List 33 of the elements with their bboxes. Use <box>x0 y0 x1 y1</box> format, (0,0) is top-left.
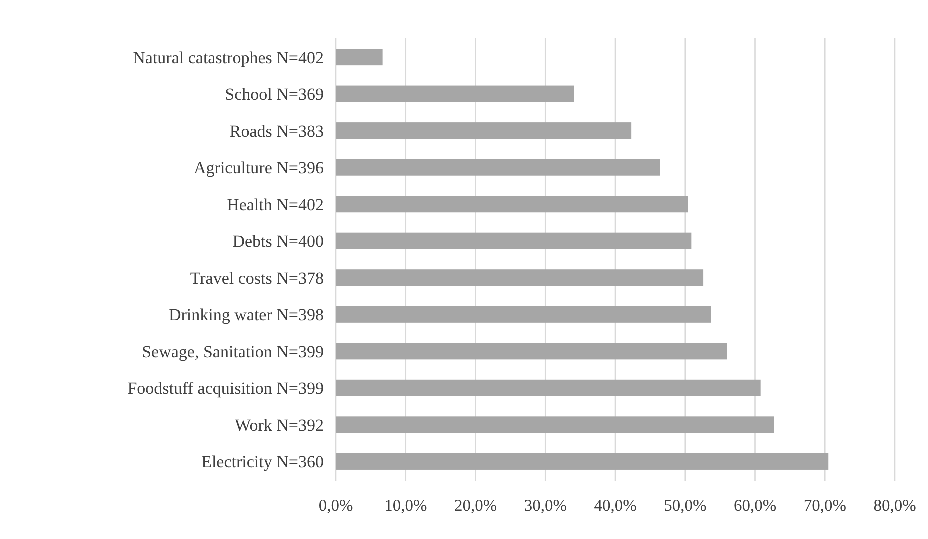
y-tick-label: Agriculture N=396 <box>194 158 324 178</box>
y-tick-label: Foodstuff acquisition N=399 <box>128 379 324 398</box>
bar <box>336 159 660 176</box>
bar <box>336 306 712 323</box>
y-tick-label: Health N=402 <box>227 195 324 214</box>
x-tick-label: 70,0% <box>804 496 847 515</box>
bar <box>336 343 728 360</box>
bar <box>336 122 632 140</box>
y-tick-label: Sewage, Sanitation N=399 <box>142 342 324 362</box>
x-tick-label: 40,0% <box>594 496 638 515</box>
y-tick-label: School N=369 <box>225 85 324 104</box>
y-tick-label: Electricity N=360 <box>202 452 324 472</box>
bar <box>336 196 688 213</box>
x-tick-label: 80,0% <box>874 496 917 515</box>
bar <box>336 380 761 396</box>
bar <box>336 49 383 66</box>
y-tick-label: Travel costs N=378 <box>190 268 324 288</box>
x-tick-label: 50,0% <box>664 496 707 515</box>
bar <box>336 270 704 286</box>
x-tick-label: 0,0% <box>318 496 354 515</box>
y-tick-label: Debts N=400 <box>232 232 324 252</box>
bar <box>336 86 574 102</box>
x-tick-label: 20,0% <box>454 496 498 515</box>
y-tick-label: Roads N=383 <box>230 122 324 141</box>
y-tick-label: Natural catastrophes N=402 <box>133 48 324 68</box>
y-tick-label: Work N=392 <box>235 416 324 435</box>
bar <box>336 416 774 434</box>
y-tick-label: Drinking water N=398 <box>168 306 324 325</box>
x-tick-label: 60,0% <box>734 496 777 515</box>
x-tick-label: 10,0% <box>384 496 428 515</box>
bar <box>336 232 692 250</box>
bar <box>336 453 829 470</box>
x-tick-label: 30,0% <box>524 496 568 515</box>
